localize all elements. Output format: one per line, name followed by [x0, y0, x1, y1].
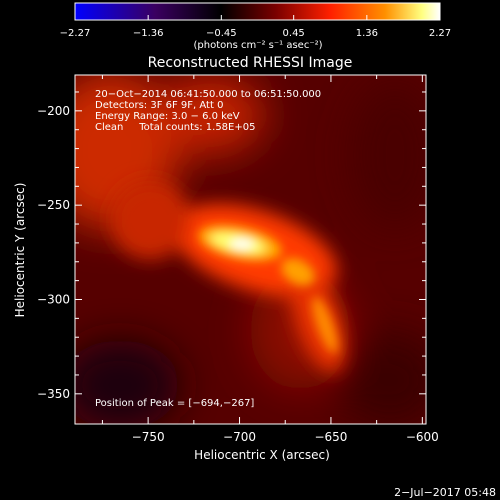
colorbar-tick-label-4: 1.36 — [356, 28, 378, 39]
annotation-line-energy: Energy Range: 3.0 − 6.0 keV — [95, 111, 240, 122]
annotation-line-time: 20−Oct−2014 06:41:50.000 to 06:51:50.000 — [95, 89, 321, 100]
colorbar-tick-label-2: −0.45 — [206, 28, 237, 39]
annotation-block: 20−Oct−2014 06:41:50.000 to 06:51:50.000… — [95, 89, 321, 133]
heatmap-image — [75, 75, 426, 424]
colorbar-tick-label-3: 0.45 — [283, 28, 305, 39]
colorbar-tick-label-0: −2.27 — [60, 28, 91, 39]
annotation-line-detectors: Detectors: 3F 6F 9F, Att 0 — [95, 100, 223, 111]
x-tick-label-0: −750 — [132, 430, 165, 444]
x-axis-ticks: −750 −700 −650 −600 — [101, 75, 439, 444]
y-axis-label: Heliocentric Y (arcsec) — [13, 183, 27, 318]
y-tick-label-3: −200 — [37, 104, 70, 118]
colorbar-ticks: −2.27 −1.36 −0.45 0.45 1.36 2.27 — [60, 15, 451, 39]
chart-title: Reconstructed RHESSI Image — [148, 55, 353, 71]
colorbar-unit-label: (photons cm⁻² s⁻¹ asec⁻²) — [193, 40, 322, 51]
x-tick-label-3: −600 — [406, 430, 439, 444]
colorbar — [74, 2, 441, 21]
x-tick-label-2: −650 — [314, 430, 347, 444]
y-axis-ticks: −350 −300 −250 −200 — [37, 91, 426, 401]
colorbar-tick-label-1: −1.36 — [133, 28, 164, 39]
y-tick-label-1: −300 — [37, 292, 70, 306]
timestamp: 2−Jul−2017 05:48 — [394, 486, 496, 499]
plot-frame — [74, 74, 427, 425]
x-tick-label-1: −700 — [223, 430, 256, 444]
x-axis-label: Heliocentric X (arcsec) — [194, 448, 330, 462]
colorbar-tick-label-5: 2.27 — [429, 28, 451, 39]
y-tick-label-2: −250 — [37, 198, 70, 212]
y-tick-label-0: −350 — [37, 387, 70, 401]
annotation-line-clean: Clean Total counts: 1.58E+05 — [95, 122, 255, 133]
peak-position-label: Position of Peak = [−694,−267] — [95, 398, 254, 409]
